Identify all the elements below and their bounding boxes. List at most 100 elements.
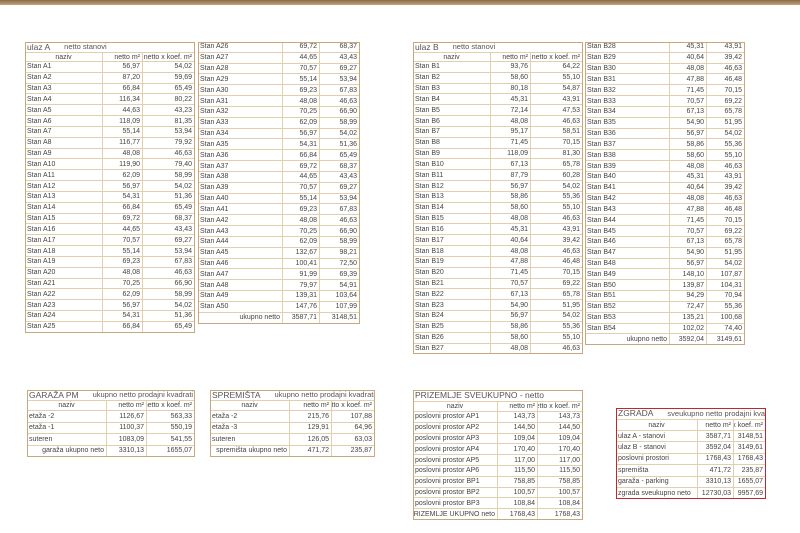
table-cell: 58,60 (491, 72, 531, 84)
table-cell: 70,57 (283, 63, 320, 75)
table-cell: 70,25 (283, 226, 320, 237)
table-cell: Stan B12 (413, 181, 491, 192)
table-cell: 62,09 (283, 236, 320, 248)
table-cell: 47,88 (670, 204, 707, 216)
table-cell: 215,76 (290, 411, 332, 423)
table-cell: 45,31 (491, 94, 531, 106)
table-cell: 94,29 (670, 291, 707, 302)
table-frame (27, 390, 195, 457)
table-title: PRIZEMLJE SVEUKUPNO - netto (415, 390, 544, 401)
table-cell: Stan B6 (413, 116, 491, 127)
table-cell: Stan B18 (413, 246, 491, 257)
table-cell: poslovni prostor AP6 (413, 466, 498, 477)
table-cell: 58,60 (491, 332, 531, 344)
table-cell: 126,05 (290, 434, 332, 446)
column-header: netto m² (103, 53, 143, 62)
table-cell: 62,09 (103, 170, 143, 182)
table-cell: Stan A41 (198, 204, 283, 216)
table-cell: Stan A28 (198, 63, 283, 75)
table-title: ZGRADA (618, 408, 654, 419)
table-cell: 148,10 (670, 269, 707, 281)
table-cell: poslovni prostor AP5 (413, 455, 498, 466)
table-cell: ulaz B - stanovi (616, 442, 698, 454)
table-cell: Stan A45 (198, 247, 283, 259)
top-bar (0, 0, 800, 5)
table-cell: 100,41 (283, 258, 320, 270)
table-cell: 170,40 (498, 444, 538, 456)
table-cell: 116,77 (103, 137, 143, 149)
table-cell: Stan B51 (585, 291, 670, 302)
table-cell: 471,72 (698, 465, 734, 477)
table-cell: Stan B28 (585, 42, 670, 53)
table-cell: Stan A13 (25, 191, 103, 203)
table-cell: Stan A33 (198, 117, 283, 129)
table-cell: Stan B1 (413, 62, 491, 73)
table-cell: suteren (27, 434, 107, 446)
table-subtitle: netto stanovi (452, 42, 496, 52)
table-cell: 3310,13 (698, 476, 734, 488)
table-cell: Stan A39 (198, 182, 283, 194)
table-cell: 116,34 (103, 94, 143, 106)
column-header: naziv (25, 53, 103, 62)
table-cell: Stan B32 (585, 85, 670, 97)
table-cell: Stan A1 (25, 62, 103, 73)
table-cell: 66,84 (283, 150, 320, 162)
table-cell: 56,97 (103, 300, 143, 312)
table-title: GARAŽA PM (29, 390, 79, 400)
table-cell: Stan A4 (25, 94, 103, 106)
table-cell: 62,09 (283, 117, 320, 129)
table-cell: Stan A36 (198, 150, 283, 162)
table-cell: Stan A31 (198, 96, 283, 107)
table-cell: 70,57 (670, 96, 707, 107)
table-cell: 758,85 (498, 476, 538, 488)
table-cell: Stan A17 (25, 235, 103, 247)
table-cell: Stan A24 (25, 311, 103, 322)
table-cell: 1768,43 (698, 453, 734, 466)
table-cell: etaža -2 (27, 411, 107, 423)
table-cell: Stan A7 (25, 126, 103, 138)
table-cell: 58,86 (670, 139, 707, 151)
table-cell: 45,31 (670, 42, 707, 53)
table-cell: Stan B45 (585, 226, 670, 237)
table-cell: poslovni prostori (616, 453, 698, 466)
table-cell: Stan B5 (413, 105, 491, 117)
table-cell: 54,90 (491, 300, 531, 312)
table-cell: spremišta (616, 465, 698, 477)
column-header: naziv (413, 402, 498, 412)
table-cell: Stan A19 (25, 256, 103, 268)
table-cell: 102,02 (670, 323, 707, 335)
table-cell: ulaz A - stanovi (616, 431, 698, 443)
table-cell: 67,13 (670, 106, 707, 118)
table-cell: 56,97 (491, 181, 531, 192)
table-cell: 67,13 (670, 236, 707, 248)
table-cell: 1100,37 (107, 422, 147, 434)
table-cell: Stan A49 (198, 291, 283, 302)
table-cell: Stan B37 (585, 139, 670, 151)
table-cell: 70,25 (283, 106, 320, 118)
table-cell: 71,45 (670, 215, 707, 227)
table-cell: 56,97 (103, 62, 143, 73)
table-title: SPREMIŠTA (212, 390, 261, 400)
table-cell: 135,21 (670, 312, 707, 324)
table-cell: 45,31 (670, 171, 707, 183)
table-cell: Stan B7 (413, 126, 491, 138)
table-cell: 55,14 (103, 246, 143, 257)
table-cell: 48,08 (670, 161, 707, 172)
table-cell: 40,64 (491, 235, 531, 247)
table-cell: 55,14 (283, 74, 320, 86)
table-cell: 48,08 (670, 193, 707, 205)
table-cell: 91,99 (283, 269, 320, 281)
table-cell: Stan B46 (585, 236, 670, 248)
table-cell: 54,90 (670, 117, 707, 129)
table-cell: Stan B50 (585, 280, 670, 292)
table-cell: 40,64 (670, 182, 707, 194)
table-cell: 54,31 (103, 311, 143, 322)
table-cell: Stan A21 (25, 278, 103, 290)
table-cell: 70,57 (670, 226, 707, 237)
table-cell: Stan A38 (198, 171, 283, 183)
table-cell: 62,09 (103, 289, 143, 301)
column-header: netto m² (107, 401, 147, 411)
table-cell: 95,17 (491, 126, 531, 138)
table-cell: Stan B39 (585, 161, 670, 172)
